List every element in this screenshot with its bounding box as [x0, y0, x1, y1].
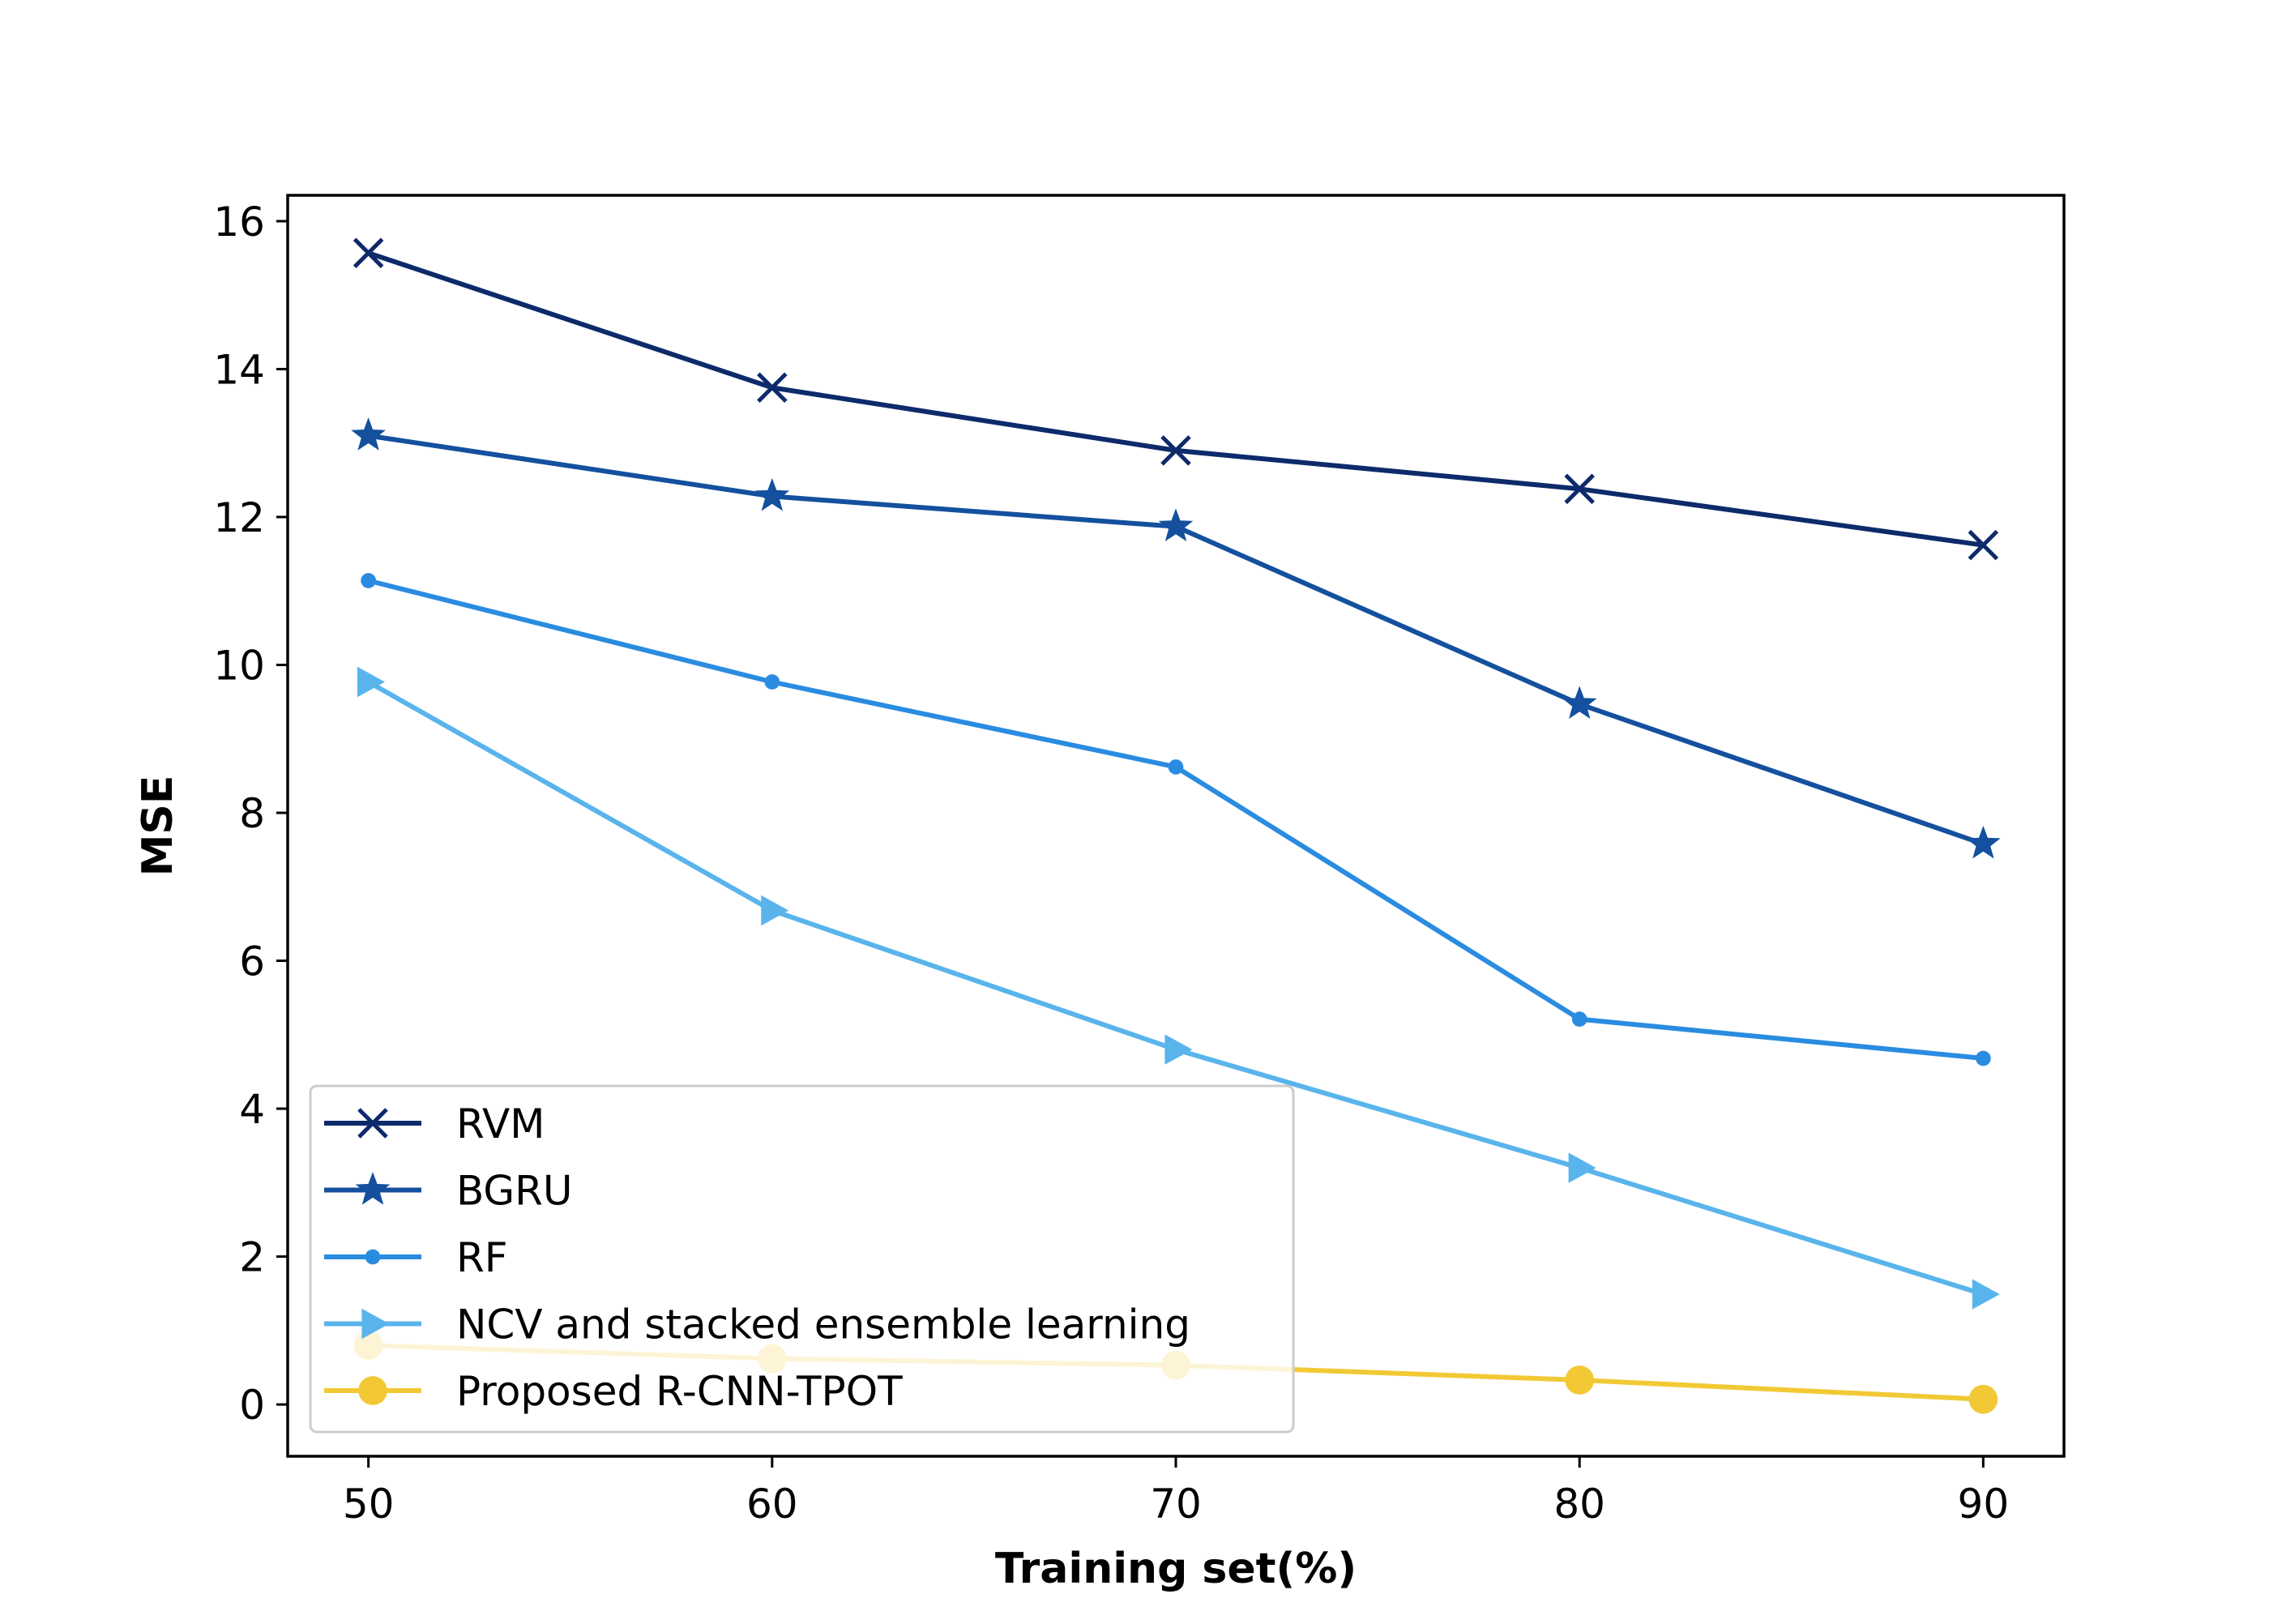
- y-tick-label: 14: [213, 346, 265, 393]
- x-tick-label: 90: [1958, 1481, 2010, 1528]
- data-point: [1564, 473, 1595, 505]
- marker-circle: [1565, 1365, 1595, 1395]
- axes: 50 60 70 80 90 0 2 4 6 8 10 12 14 16: [213, 194, 2066, 1528]
- data-point: [757, 372, 788, 404]
- data-point: [1976, 1050, 1991, 1066]
- series-2: [361, 573, 1991, 1066]
- x-tick-label: 50: [343, 1481, 395, 1528]
- data-point: [1571, 1011, 1587, 1027]
- marker-circle: [1968, 1384, 1998, 1414]
- legend-item: Proposed R-CNN-TPOT: [324, 1368, 903, 1415]
- legend-label: RF: [456, 1234, 508, 1281]
- marker-star: [1562, 686, 1597, 720]
- y-tick-label: 12: [213, 494, 265, 541]
- marker-dot: [764, 674, 780, 690]
- marker-dot: [1571, 1011, 1587, 1027]
- data-point: [351, 417, 386, 451]
- marker-star: [1158, 508, 1194, 542]
- marker-x-stroke: [1968, 529, 1999, 561]
- data-point: [761, 895, 789, 926]
- data-point: [361, 573, 376, 588]
- y-axis-label: MSE: [134, 776, 182, 877]
- legend-item: RVM: [324, 1100, 545, 1147]
- marker-x-stroke: [1160, 435, 1191, 466]
- series-1: [351, 417, 2001, 859]
- legend-box: [309, 1084, 1295, 1434]
- legend-item: NCV and stacked ensemble learning: [324, 1301, 1190, 1348]
- data-point: [754, 478, 790, 511]
- marker-x-stroke: [353, 237, 384, 268]
- y-tick-label: 16: [213, 199, 265, 246]
- legend-label: BGRU: [456, 1168, 573, 1215]
- legend-label: RVM: [456, 1100, 545, 1147]
- data-point: [357, 666, 385, 698]
- marker-triangle: [357, 666, 385, 698]
- data-point: [1164, 1034, 1193, 1065]
- legend-label: Proposed R-CNN-TPOT: [456, 1368, 903, 1415]
- data-point: [1168, 759, 1184, 775]
- y-tick-label: 8: [239, 790, 265, 837]
- data-point: [1968, 1384, 1998, 1414]
- marker-x: [1968, 529, 1999, 561]
- marker-star: [351, 417, 386, 451]
- marker-dot: [1976, 1050, 1991, 1066]
- legend-item: RF: [324, 1234, 508, 1281]
- marker-dot: [361, 573, 376, 588]
- x-axis-label: Training set(%): [995, 1545, 1357, 1593]
- y-tick-label: 10: [213, 643, 265, 690]
- data-point: [1562, 686, 1597, 720]
- legend-label: NCV and stacked ensemble learning: [456, 1301, 1190, 1348]
- x-tick-label: 80: [1553, 1481, 1605, 1528]
- data-point: [1966, 825, 2001, 859]
- x-tick-label: 70: [1150, 1481, 1202, 1528]
- marker-x: [357, 1108, 388, 1139]
- marker-x-stroke: [757, 372, 788, 404]
- marker-triangle: [1568, 1152, 1596, 1183]
- series-3: [357, 666, 2000, 1310]
- marker-x: [757, 372, 788, 404]
- marker-x: [1564, 473, 1595, 505]
- marker-circle: [358, 1376, 387, 1405]
- marker-dot: [1168, 759, 1184, 775]
- marker-dot: [365, 1249, 381, 1265]
- marker-triangle: [1972, 1279, 2000, 1310]
- series-0: [353, 237, 1999, 561]
- data-point: [1968, 529, 1999, 561]
- y-tick-label: 6: [239, 938, 265, 985]
- marker-x: [1160, 435, 1191, 466]
- y-tick-label: 2: [239, 1234, 265, 1281]
- y-tick-label: 0: [239, 1382, 265, 1429]
- marker-x-stroke: [1564, 473, 1595, 505]
- marker-x-stroke: [357, 1108, 388, 1139]
- marker-star: [1966, 825, 2001, 859]
- data-point: [1972, 1279, 2000, 1310]
- series-line: [367, 250, 1984, 548]
- marker-triangle: [1164, 1034, 1193, 1065]
- marker-triangle: [761, 895, 789, 926]
- marker-x: [353, 237, 384, 268]
- marker-triangle: [361, 1308, 390, 1340]
- x-tick-label: 60: [746, 1481, 798, 1528]
- data-point: [1568, 1152, 1596, 1183]
- marker-star: [754, 478, 790, 511]
- data-point: [1565, 1365, 1595, 1395]
- marker-star: [355, 1172, 391, 1205]
- data-point: [1158, 508, 1194, 542]
- legend-item: BGRU: [324, 1168, 573, 1215]
- data-point: [1160, 435, 1191, 466]
- data-point: [764, 674, 780, 690]
- legend: RVM BGRU RF NCV and stacked ensemble learni…: [309, 1084, 1295, 1434]
- data-point: [353, 237, 384, 268]
- y-tick-label: 4: [239, 1086, 265, 1133]
